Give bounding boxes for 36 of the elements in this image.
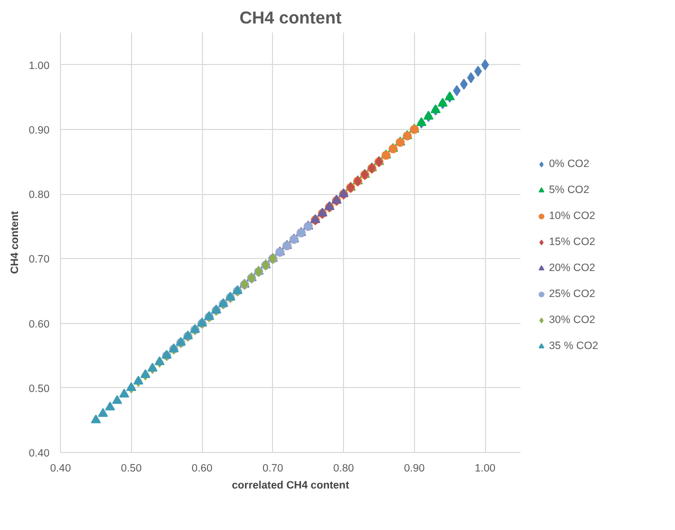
legend-label: 0% CO2 [549,158,590,170]
y-tick-label: 0.60 [28,318,50,330]
point [105,402,116,410]
chart-title: CH4 content [239,8,342,28]
point [126,382,136,391]
point [430,104,441,114]
x-axis-title: correlated CH4 content [232,480,350,492]
point [154,356,165,366]
point [444,91,455,100]
x-tick-label: 0.60 [192,462,212,474]
x-tick-label: 0.80 [333,462,354,474]
legend-label: 25% CO2 [549,288,596,300]
point [119,388,130,398]
x-tick-label: 0.70 [262,462,284,474]
y-axis-title: CH4 content [8,210,21,274]
y-tick-label: 1.00 [28,60,50,72]
legend-label: 35 % CO2 [549,340,598,352]
legend-label: 10% CO2 [549,210,596,222]
y-tick-label: 0.40 [28,448,50,460]
y-tick-label: 0.70 [28,254,50,266]
legend-label: 5% CO2 [549,184,590,196]
point [98,408,108,417]
legend-label: 20% CO2 [549,262,596,274]
y-tick-label: 0.50 [28,382,50,395]
x-tick-label: 0.50 [120,462,142,474]
point [438,98,448,107]
y-tick-label: 0.80 [28,189,50,202]
legend-label: 15% CO2 [549,236,596,248]
x-tick-label: 0.90 [404,462,425,474]
legend-label: 30% CO2 [549,314,596,326]
x-tick-label: 1.00 [474,462,496,474]
point [112,395,122,404]
point [452,85,461,96]
x-tick-label: 0.40 [50,462,71,474]
y-tick-label: 0.90 [28,124,50,136]
point [90,414,101,424]
